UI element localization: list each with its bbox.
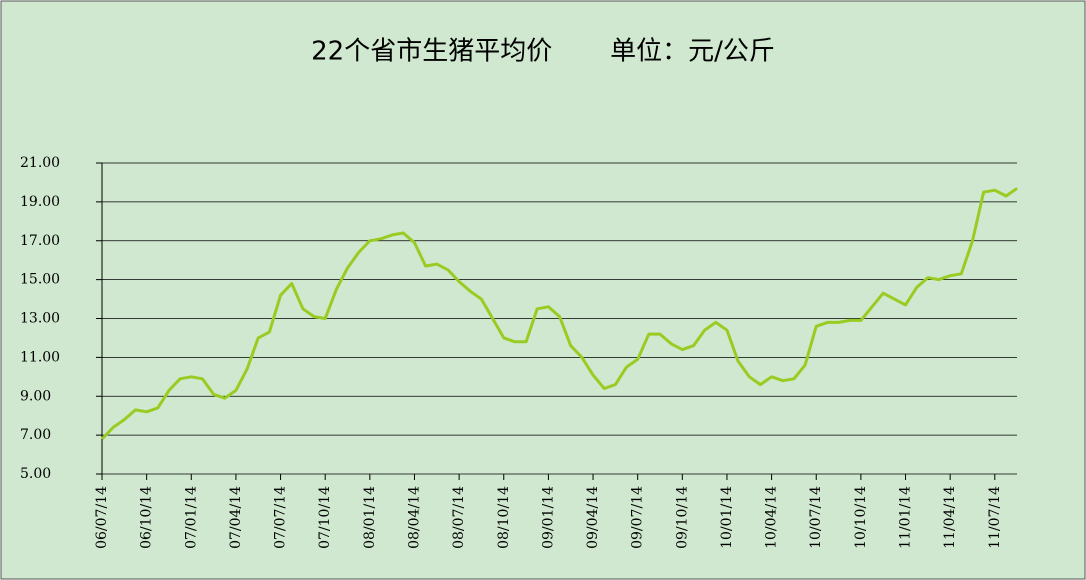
x-tick-label: 08/07/14 bbox=[451, 486, 467, 549]
y-tick-label: 9.00 bbox=[20, 388, 51, 404]
x-tick-label: 10/01/14 bbox=[719, 486, 735, 549]
x-tick-label: 11/04/14 bbox=[942, 486, 958, 549]
x-tick-label: 10/04/14 bbox=[764, 486, 780, 549]
x-tick-label: 07/01/14 bbox=[183, 486, 199, 549]
x-tick-label: 11/01/14 bbox=[898, 486, 914, 549]
x-tick-label: 08/10/14 bbox=[496, 486, 512, 549]
x-tick-label: 09/07/14 bbox=[630, 486, 646, 549]
x-tick-label: 06/07/14 bbox=[94, 486, 110, 549]
y-tick-label: 17.00 bbox=[20, 233, 60, 249]
x-tick-label: 07/10/14 bbox=[317, 486, 333, 549]
x-tick-label: 10/10/14 bbox=[853, 486, 869, 549]
y-tick-label: 19.00 bbox=[20, 194, 60, 210]
x-tick-label: 07/07/14 bbox=[273, 486, 289, 549]
chart-title: 22个省市生猪平均价 单位：元/公斤 bbox=[311, 37, 775, 67]
x-tick-label: 07/04/14 bbox=[228, 486, 244, 549]
x-tick-label: 06/10/14 bbox=[139, 486, 155, 549]
x-tick-label: 09/01/14 bbox=[540, 486, 556, 549]
y-tick-label: 5.00 bbox=[20, 466, 51, 482]
y-tick-label: 11.00 bbox=[20, 349, 60, 365]
y-tick-label: 13.00 bbox=[20, 311, 60, 327]
y-tick-label: 7.00 bbox=[20, 427, 51, 443]
y-tick-label: 15.00 bbox=[20, 272, 60, 288]
x-tick-label: 11/07/14 bbox=[987, 486, 1003, 549]
x-tick-label: 09/04/14 bbox=[585, 486, 601, 549]
x-tick-label: 10/07/14 bbox=[808, 486, 824, 549]
x-tick-label: 08/01/14 bbox=[362, 486, 378, 549]
x-tick-label: 08/04/14 bbox=[406, 486, 422, 549]
y-tick-label: 21.00 bbox=[20, 155, 60, 171]
x-tick-label: 09/10/14 bbox=[674, 486, 690, 549]
data-line bbox=[100, 187, 1018, 441]
